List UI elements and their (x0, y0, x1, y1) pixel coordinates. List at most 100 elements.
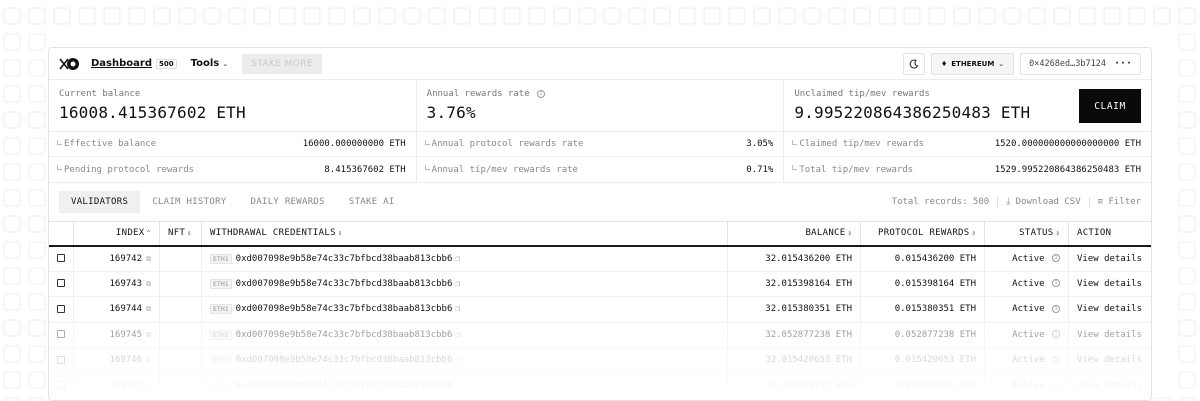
nav-dashboard-link[interactable]: Dashboard (91, 58, 152, 69)
table-row[interactable]: 169744 ⧉ ETH1 0xd007098e9b58e74c33c7bfbcd38… (49, 296, 1151, 323)
external-link-icon[interactable]: ⧉ (146, 305, 151, 314)
background-tile (653, 7, 671, 25)
withdrawal-credentials: 0xd007098e9b58e74c33c7bfbcd38baab813cbb6 (235, 329, 453, 340)
row-checkbox[interactable] (57, 355, 65, 364)
theme-toggle-button[interactable] (902, 52, 925, 75)
background-tile (3, 345, 21, 363)
background-tile (1028, 7, 1046, 25)
table-row[interactable]: 169747 ⧉ ETH1 0xd007098e9b58e74c33c7bfbcd38… (49, 373, 1151, 399)
table-row[interactable]: 169742 ⧉ ETH1 0xd007098e9b58e74c33c7bfbcd38… (49, 245, 1151, 272)
background-tile (703, 7, 721, 25)
validator-index-cell[interactable]: 169745 ⧉ (73, 322, 160, 348)
background-tile (3, 33, 21, 51)
view-details-link[interactable]: View details (1068, 373, 1151, 399)
background-tile (53, 7, 71, 25)
view-details-link[interactable]: View details (1068, 245, 1151, 272)
network-select[interactable]: ♦ ETHEREUM ⌄ (930, 52, 1015, 75)
view-details-link[interactable]: View details (1068, 347, 1151, 374)
table-row[interactable]: 169746 ⧉ ETH1 0xd007098e9b58e74c33c7bfbcd38… (49, 347, 1151, 374)
info-icon[interactable]: i (1052, 330, 1060, 339)
download-csv-button[interactable]: ⤓ Download CSV (1006, 197, 1080, 207)
copy-icon[interactable]: ❐ (455, 329, 461, 339)
more-icon[interactable]: ··· (1113, 58, 1132, 69)
tab-daily-rewards[interactable]: DAILY REWARDS (250, 197, 325, 207)
credential-type-tag: ETH1 (210, 329, 232, 340)
validator-index[interactable]: 169747 (109, 380, 142, 391)
validator-index-cell[interactable]: 169743 ⧉ (73, 271, 160, 297)
background-tile (1153, 7, 1171, 25)
view-details-link[interactable]: View details (1068, 271, 1151, 297)
copy-icon[interactable]: ❐ (455, 304, 461, 314)
external-link-icon[interactable]: ⧉ (146, 356, 151, 365)
nav-tools-menu[interactable]: Tools ⌄ (191, 58, 229, 69)
validator-index-cell[interactable]: 169744 ⧉ (73, 296, 160, 323)
tab-validators[interactable]: VALIDATORS (59, 191, 141, 213)
stake-more-button[interactable]: STAKE MORE (242, 53, 323, 74)
balance-cell: 32.015380351 ETH (727, 296, 861, 323)
external-link-icon[interactable]: ⧉ (146, 381, 151, 390)
row-checkbox[interactable] (57, 254, 65, 262)
background-tile (3, 397, 21, 401)
protocol-rate-value: 3.05% (746, 139, 774, 149)
external-link-icon[interactable]: ⧉ (146, 279, 151, 288)
copy-icon[interactable]: ❐ (455, 380, 461, 390)
validator-index[interactable]: 169746 (109, 355, 142, 366)
validator-index[interactable]: 169745 (109, 329, 142, 340)
protocol-rewards-cell: 0.015436200 ETH (860, 245, 985, 272)
stat-row-label: Pending protocol rewards (64, 164, 195, 175)
background-tile (1178, 137, 1196, 155)
table-row[interactable]: 169743 ⧉ ETH1 0xd007098e9b58e74c33c7bfbcd38… (49, 271, 1151, 297)
col-nft[interactable]: NFT ⇕ (159, 221, 202, 246)
background-tile (303, 7, 321, 25)
table-row[interactable]: 169745 ⧉ ETH1 0xd007098e9b58e74c33c7bfbcd38… (49, 322, 1151, 348)
col-balance[interactable]: BALANCE ⇕ (727, 221, 861, 246)
info-icon[interactable]: i (1052, 304, 1060, 313)
tab-claim-history[interactable]: CLAIM HISTORY (152, 197, 227, 207)
protocol-rewards-cell: 0.015398164 ETH (860, 271, 985, 297)
tab-stake-ai[interactable]: STAKE AI (348, 197, 395, 207)
info-icon[interactable]: i (1052, 381, 1060, 390)
total-records: Total records: 500 (891, 197, 990, 207)
row-checkbox[interactable] (57, 381, 65, 390)
view-details-link[interactable]: View details (1068, 296, 1151, 323)
info-icon[interactable]: i (1052, 279, 1060, 288)
col-status[interactable]: STATUS ⇕ (984, 221, 1069, 246)
validator-index[interactable]: 169743 (109, 278, 142, 289)
copy-icon[interactable]: ❐ (455, 278, 461, 288)
row-checkbox[interactable] (57, 304, 65, 313)
withdrawal-credentials: 0xd007098e9b58e74c33c7bfbcd38baab813cbb6 (235, 278, 453, 289)
validator-index[interactable]: 169744 (109, 304, 142, 315)
copy-icon[interactable]: ❐ (455, 253, 461, 263)
external-link-icon[interactable]: ⧉ (146, 254, 151, 263)
info-icon[interactable]: i (1052, 355, 1060, 364)
info-icon[interactable]: i (1052, 254, 1060, 262)
wallet-address-button[interactable]: 0×4268ed…3b7124 ··· (1020, 52, 1141, 75)
claim-button[interactable]: CLAIM (1079, 89, 1142, 123)
view-details-link[interactable]: View details (1068, 322, 1151, 348)
logo-icon[interactable] (59, 57, 81, 71)
filter-button[interactable]: ≡ Filter (1098, 197, 1141, 207)
validator-index-cell[interactable]: 169742 ⧉ (73, 245, 160, 272)
validators-table: INDEX ⌃ NFT ⇕ WITHDRAWAL CREDENTIALS ⇕ BALA… (49, 221, 1151, 399)
credential-type-tag: ETH1 (210, 355, 232, 366)
balance-cell: 32.015436200 ETH (727, 245, 861, 272)
validator-index[interactable]: 169742 (109, 253, 142, 264)
balance-stat: Current balance 16008.415367602 ETH Effe… (49, 80, 417, 182)
col-index[interactable]: INDEX ⌃ (73, 221, 160, 246)
row-checkbox[interactable] (57, 330, 65, 339)
info-icon[interactable]: i (537, 89, 546, 98)
col-credentials[interactable]: WITHDRAWAL CREDENTIALS ⇕ (201, 221, 728, 246)
background-tile (578, 7, 596, 25)
validator-index-cell[interactable]: 169747 ⧉ (73, 373, 160, 399)
external-link-icon[interactable]: ⧉ (146, 330, 151, 339)
background-tile (3, 163, 21, 181)
validator-index-cell[interactable]: 169746 ⧉ (73, 347, 160, 374)
row-checkbox[interactable] (57, 279, 65, 288)
col-protocol-rewards[interactable]: PROTOCOL REWARDS ⇕ (860, 221, 985, 246)
copy-icon[interactable]: ❐ (455, 355, 461, 365)
background-tile (1178, 189, 1196, 207)
background-tile (3, 215, 21, 233)
background-tile (1178, 345, 1196, 363)
background-tile (1178, 267, 1196, 285)
status-text: Active (1012, 380, 1045, 391)
